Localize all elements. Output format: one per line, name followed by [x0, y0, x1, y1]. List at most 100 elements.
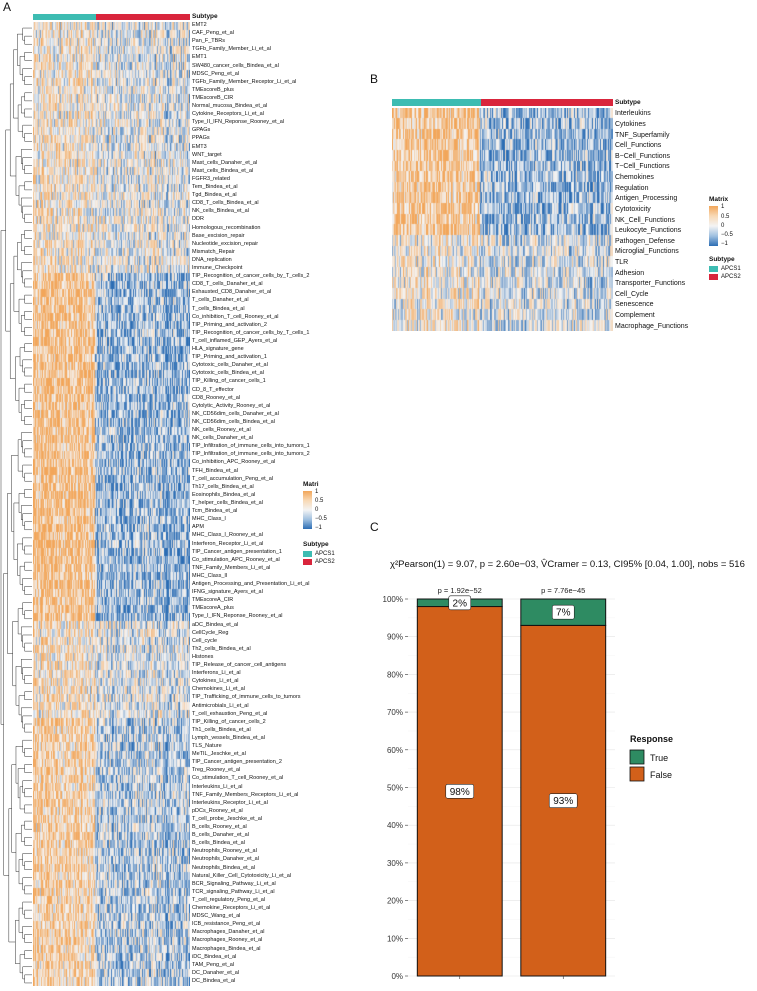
- panel-a-colorbar-tick-1: 1: [315, 489, 319, 495]
- panel-a-row-label: TIP_Release_of_cancer_cell_antigens: [192, 662, 287, 669]
- panel-a-row-label: PPAGs: [192, 135, 210, 142]
- y-tick-label: 80%: [387, 670, 403, 679]
- panel-b-colorbar-tick-0.5: 0.5: [721, 214, 730, 220]
- panel-a-row-label: T_cell_accumulation_Peng_et_al: [192, 475, 274, 482]
- y-tick-label: 0%: [391, 972, 403, 981]
- panel-a-row-label: TIP_Cancer_antigen_presentation_2: [192, 759, 282, 766]
- panel-a-row-label: TAM_Peng_et_al: [192, 961, 235, 968]
- panel-a-row-label: T_cell_exhaustion_Peng_et_al: [192, 710, 268, 717]
- y-tick-label: 90%: [387, 633, 403, 642]
- panel-a-row-label: pDCs_Rooney_et_al: [192, 807, 243, 814]
- panel-a-row-label: Antigen_Processing_and_Presentation_Li_e…: [192, 581, 310, 587]
- panel-a-row-label: Cytolytic_Activity_Rooney_et_al: [192, 402, 271, 409]
- panel-a-colorbar-tick-neg0.5: −0.5: [315, 516, 327, 522]
- panel-a-row-label: Normal_mucosa_Bindea_et_al: [192, 103, 268, 110]
- panel-a-row-label: EMT2: [192, 22, 207, 29]
- panel-b-matrix-legend-title: Matrix: [709, 196, 729, 203]
- panel-b-colorbar-tick-1: 1: [721, 204, 725, 210]
- panel-a-row-label: TIP_Trafficking_of_immune_cells_to_tumor…: [192, 694, 301, 701]
- panel-a-row-label: Interferons_Li_et_al: [192, 670, 241, 677]
- panel-a-letter: A: [3, 0, 12, 14]
- label-box-false: [445, 783, 475, 799]
- panel-b-row-label: Antigen_Processing: [615, 195, 678, 203]
- panel-a-row-label: FGFR3_related: [192, 175, 230, 182]
- panel-a-colorbar-tick-0.5: 0.5: [315, 498, 324, 504]
- panel-b-heatmap: [392, 108, 613, 331]
- panel-b-row-label: Cytokines: [615, 120, 646, 128]
- panel-a-row-label: Mismatch_Repair: [192, 248, 235, 255]
- panel-a-row-label: WNT_target: [192, 151, 222, 158]
- panel-b-row-label: Regulation: [615, 184, 649, 192]
- panel-a-row-label: NK_CD56dim_cells_Bindea_et_al: [192, 418, 275, 425]
- panel-a-legend-apcs1-label: APCS1: [315, 551, 335, 557]
- value-label-true: 7%: [556, 608, 571, 619]
- panel-a-row-label: Co_stimulation_APC_Rooney_et_al: [192, 556, 280, 563]
- panel-b-legend-apcs1-swatch: [709, 266, 718, 272]
- panel-a-row-label: CAF_Peng_et_al: [192, 30, 234, 37]
- panel-a-row-label: Th2_cells_Bindea_et_al: [192, 645, 251, 652]
- panel-a-subtype-legend-title: Subtype: [303, 541, 329, 548]
- panel-a-subtype-apcs2-segment: [96, 14, 190, 20]
- panel-a-row-label: Immune_Checkpoint: [192, 265, 243, 272]
- panel-a-row-label: TIP_Infiltration_of_immune_cells_into_tu…: [192, 443, 310, 450]
- panel-b-row-label: Pathogen_Defense: [615, 237, 675, 245]
- panel-a-row-label: TMEscoreB_CIR: [192, 94, 234, 101]
- panel-a-legend-apcs2-swatch: [303, 559, 312, 565]
- panel-b-row-label: Chemokines: [615, 174, 654, 182]
- panel-a-row-label: Natural_Killer_Cell_Cytotoxicity_Li_et_a…: [192, 872, 292, 879]
- panel-b-subtype-apcs1-segment: [392, 99, 481, 106]
- p-value-label: p = 7.76e−45: [541, 586, 585, 595]
- panel-a-row-label: Tgd_Bindea_et_al: [192, 192, 237, 199]
- panel-b-letter: B: [370, 72, 379, 86]
- panel-a-row-label: aDC_Bindea_et_al: [192, 621, 239, 628]
- panel-a-row-label: SW480_cancer_cells_Bindea_et_al: [192, 62, 279, 69]
- panel-a-row-label: NK_cells_Rooney_et_al: [192, 427, 251, 434]
- panel-a-row-label: Mast_cells_Danaher_et_al: [192, 159, 258, 166]
- panel-a-row-label: DDR: [192, 216, 204, 223]
- panel-a-row-label: MDSC_Peng_et_al: [192, 70, 240, 77]
- panel-a-row-label: MHC_Class_II: [192, 572, 228, 579]
- panel-a-row-label: Homologous_recombination: [192, 224, 261, 231]
- value-label-false: 93%: [553, 796, 573, 807]
- panel-a-row-label: Cytokine_Receptors_Li_et_al: [192, 111, 264, 118]
- y-tick-label: 20%: [387, 897, 403, 906]
- panel-a-colorbar-tick-0: 0: [315, 507, 319, 513]
- panel-b-row-label: T−Cell_Functions: [615, 163, 670, 171]
- legend-true-label: True: [650, 753, 668, 763]
- panel-a-row-label: TIP_Recognition_of_cancer_cells_by_T_cel…: [192, 329, 310, 336]
- panel-a-row-label: TIP_Recognition_of_cancer_cells_by_T_cel…: [192, 273, 310, 280]
- panel-b-row-label: Cell_Cycle: [615, 290, 649, 298]
- panel-a-row-label: TCR_signaling_Pathway_Li_et_al: [192, 888, 275, 895]
- panel-a-row-label: Interleukins_Receptor_Li_et_al: [192, 799, 268, 806]
- panel-a-colorbar: [303, 491, 312, 529]
- panel-a-row-label: Co_stimulation_T_cell_Rooney_et_al: [192, 775, 284, 782]
- panel-a-row-label: GPAGs: [192, 127, 211, 134]
- panel-a-row-label: Mast_cells_Bindea_et_al: [192, 167, 254, 174]
- panel-b-row-label: Cell_Functions: [615, 142, 662, 150]
- panel-a-row-label: BCR_Signaling_Pathway_Li_et_al: [192, 880, 276, 887]
- panel-a-row-label: NK_cells_Bindea_et_al: [192, 208, 249, 215]
- panel-a-row-label: Cell_cycle: [192, 637, 218, 644]
- panel-b-row-label: B−Cell_Functions: [615, 152, 671, 160]
- panel-a-row-label: Macrophages_Rooney_et_al: [192, 937, 263, 944]
- panel-a-row-label: Tem_Bindea_et_al: [192, 184, 238, 191]
- panel-b-colorbar: [709, 206, 718, 246]
- panel-a-row-label: TIP_Priming_and_activation_1: [192, 354, 267, 361]
- panel-b-row-label: Senescence: [615, 301, 654, 309]
- panel-a-row-label: DC_Bindea_et_al: [192, 977, 236, 984]
- panel-b-row-label: TLR: [615, 258, 629, 266]
- panel-b-legend-apcs2-swatch: [709, 274, 718, 280]
- panel-c-letter: C: [370, 520, 379, 534]
- panel-b-colorbar-tick-neg0.5: −0.5: [721, 232, 733, 238]
- panel-a-row-label: TLS_Nature: [192, 743, 222, 750]
- panel-a-row-label: Chemokine_Receptors_Li_et_al: [192, 905, 271, 912]
- panel-a-row-label: Pan_F_TBRs: [192, 38, 226, 45]
- panel-a-row-label: NK_cells_Danaher_et_al: [192, 435, 253, 442]
- panel-b-row-label: Cytotoxicity: [615, 205, 651, 213]
- panel-a-subtype-apcs1-segment: [33, 14, 96, 20]
- panel-a-row-label: CellCycle_Reg: [192, 629, 229, 636]
- panel-a-row-label: B_cells_Bindea_et_al: [192, 840, 245, 847]
- panel-a-row-label: Th1_cells_Bindea_et_al: [192, 726, 251, 733]
- panel-b-row-label: Leukocyte_Functions: [615, 227, 682, 235]
- panel-a-row-label: Base_excision_repair: [192, 232, 245, 239]
